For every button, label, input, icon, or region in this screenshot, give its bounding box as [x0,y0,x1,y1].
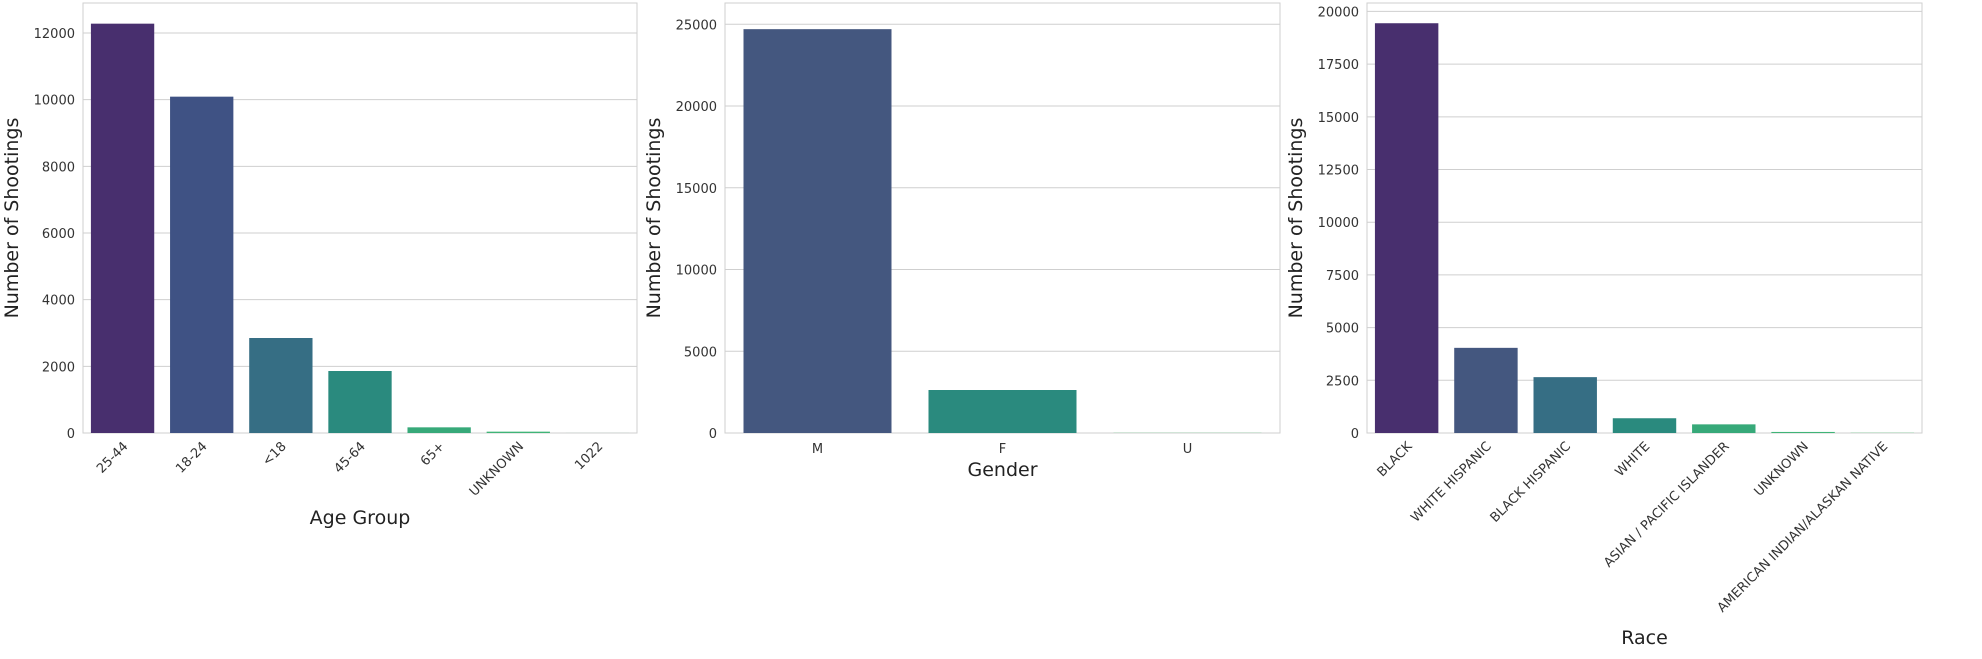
x-tick-label: 18-24 [173,439,210,476]
y-tick-label: 10000 [676,264,717,279]
plot-frame [82,2,638,434]
bar-65- [407,427,471,433]
y-tick-label: 2500 [1326,374,1359,389]
x-axis-label: Age Group [310,507,411,529]
bar-asian-pacific-islander [1692,424,1756,433]
y-axis-label: Number of Shootings [1285,118,1307,319]
bar-45-64 [328,371,392,433]
bar-25-44 [90,23,155,434]
y-tick-label: 25000 [676,18,717,33]
chart-3: 0 2500 5000 7500 10000 12500 15000 17500 20000 BL… [1285,2,1923,649]
y-tick-label: 6000 [42,227,75,242]
bar-black-hispanic [1533,377,1597,433]
bar--18 [249,338,313,433]
y-tick-label: 12000 [34,27,75,42]
x-tick-label: UNKNOWN [467,439,527,499]
bar-black [1374,23,1439,434]
y-tick-label: 0 [67,427,75,442]
bar-f [928,390,1077,433]
x-axis-label: Gender [967,459,1037,481]
y-axis-label: Number of Shootings [1,118,23,319]
x-tick-label: WHITE [1613,439,1654,480]
bar-18-24 [170,96,234,434]
y-tick-label: 8000 [42,160,75,175]
x-tick-label: AMERICAN INDIAN/ALASKAN NATIVE [1715,439,1891,615]
y-tick-label: 20000 [1318,5,1359,20]
x-tick-label: U [1183,442,1193,457]
y-tick-label: 4000 [42,294,75,309]
bar-m [743,29,892,433]
y-tick-label: 0 [1351,427,1359,442]
x-tick-label: UNKNOWN [1752,439,1812,499]
y-axis-label: Number of Shootings [643,118,665,319]
x-tick-label: 65+ [418,439,448,469]
x-tick-label: M [812,442,823,457]
chart-1: 0 2000 4000 6000 8000 10000 12000 25-44 18-24 <18… [1,2,638,529]
y-tick-label: 5000 [1326,322,1359,337]
y-tick-label: 2000 [42,360,75,375]
plot-frame [1366,2,1923,434]
chart-2: 0 5000 10000 15000 20000 25000 M F U Gender Number… [643,2,1281,481]
y-tick-label: 12500 [1318,164,1359,179]
y-tick-label: 10000 [34,94,75,109]
x-tick-label: 1022 [572,439,606,473]
x-tick-label: 25-44 [94,439,131,476]
bar-white-hispanic [1454,347,1518,433]
x-axis-label: Race [1621,627,1668,649]
x-tick-label: 45-64 [332,439,369,476]
x-tick-label: <18 [260,439,290,469]
bar-white [1612,418,1677,433]
x-tick-label: ASIAN / PACIFIC ISLANDER [1601,439,1732,570]
y-tick-label: 10000 [1318,216,1359,231]
y-tick-label: 0 [709,427,717,442]
x-tick-label: BLACK HISPANIC [1488,439,1574,525]
y-tick-label: 5000 [684,345,717,360]
bar-unknown [1771,431,1835,433]
y-tick-label: 20000 [676,100,717,115]
bar-unknown [486,431,550,433]
y-tick-label: 7500 [1326,269,1359,284]
y-tick-label: 17500 [1318,58,1359,73]
x-tick-label: F [999,442,1006,457]
y-tick-label: 15000 [676,182,717,197]
x-tick-label: WHITE HISPANIC [1408,439,1494,525]
x-tick-label: BLACK [1375,439,1416,480]
y-tick-label: 15000 [1318,111,1359,126]
